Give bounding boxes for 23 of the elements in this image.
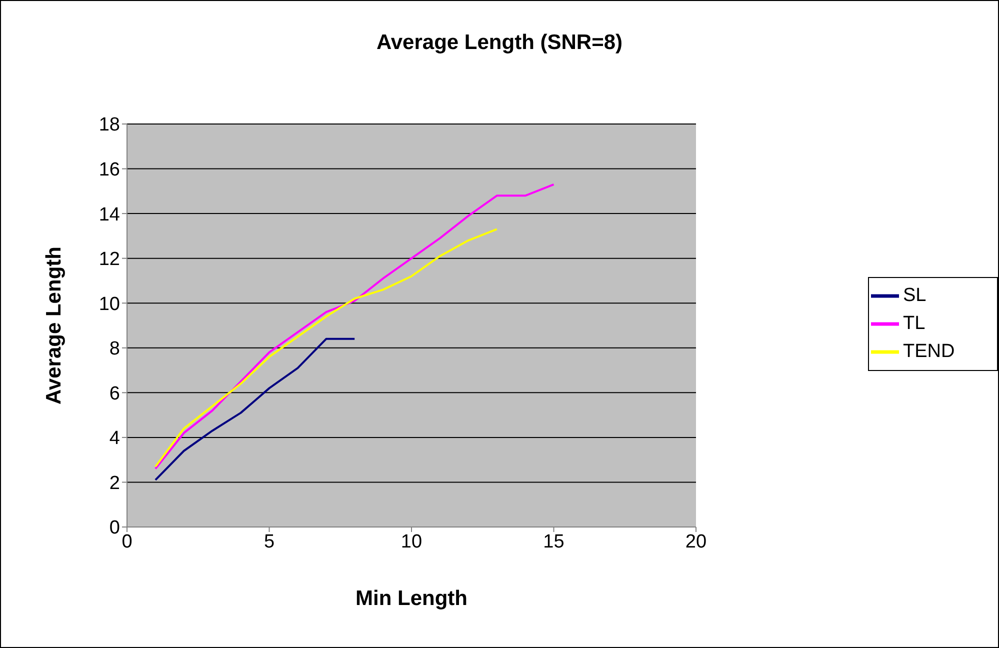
y-tick-label: 8 [109,338,120,360]
y-tick-label: 2 [109,472,120,494]
legend-label: TEND [903,341,955,362]
chart-title: Average Length (SNR=8) [375,31,624,55]
y-tick-label: 18 [98,114,120,136]
legend-label: TL [903,313,926,334]
line-series [154,183,555,470]
x-tick-label: 15 [543,531,564,552]
x-axis-title: Min Length [356,587,468,610]
y-tick-label: 14 [98,204,120,226]
x-tick-label: 5 [264,531,275,552]
x-tick-label: 10 [400,531,422,552]
legend-label: SL [903,285,926,306]
y-tick-label: 6 [109,383,120,404]
line-series [154,338,356,481]
y-tick-label: 12 [98,249,120,270]
line-series [154,228,498,468]
y-tick-label: 16 [98,160,120,181]
x-tick-label: 20 [685,531,707,552]
y-tick-label: 0 [109,518,120,539]
y-tick-label: 4 [109,428,120,450]
y-tick-label: 10 [98,294,120,315]
y-axis-title: Average Length [42,246,66,404]
